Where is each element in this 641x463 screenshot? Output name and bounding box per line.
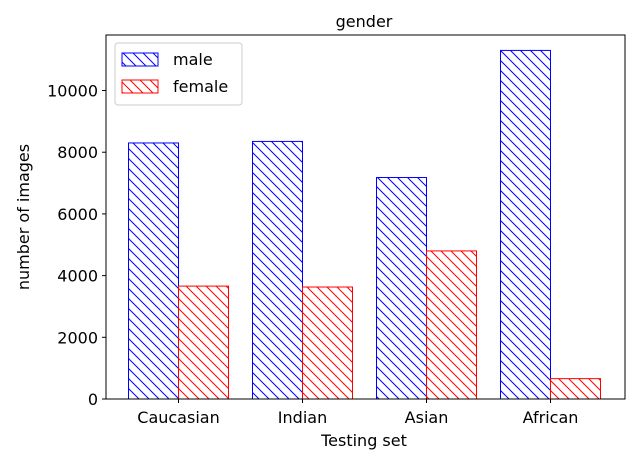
x-tick-label: African	[523, 408, 579, 427]
x-tick-label: Indian	[278, 408, 327, 427]
y-tick-label: 2000	[57, 328, 98, 347]
x-axis-ticks: Caucasian Indian Asian African	[137, 399, 578, 427]
x-tick-label: Asian	[405, 408, 449, 427]
x-tick-label: Caucasian	[137, 408, 219, 427]
bar-female-caucasian	[178, 285, 229, 400]
y-tick-label: 6000	[57, 205, 98, 224]
bar-male-indian	[252, 140, 303, 400]
legend-swatch-female	[121, 79, 159, 94]
legend: male female	[114, 42, 243, 106]
legend-label-female: female	[173, 77, 228, 96]
x-axis-label: Testing set	[320, 431, 407, 450]
y-tick-label: 10000	[47, 82, 98, 101]
legend-label-male: male	[173, 50, 213, 69]
bar-male-african	[500, 49, 551, 400]
y-axis-label: number of images	[14, 144, 33, 290]
bar-male-asian	[376, 177, 427, 400]
y-tick-label: 8000	[57, 143, 98, 162]
bar-female-african	[550, 378, 601, 400]
y-tick-label: 4000	[57, 267, 98, 286]
plot-area-frame	[105, 34, 626, 400]
y-axis-ticks: 0 2000 4000 6000 8000 10000	[47, 82, 106, 409]
y-tick-label: 0	[88, 390, 98, 409]
bar-female-indian	[302, 286, 353, 400]
bar-female-asian	[426, 250, 477, 400]
bar-male-caucasian	[128, 142, 179, 400]
legend-swatch-male	[121, 52, 159, 67]
chart-title: gender	[336, 12, 393, 31]
bars-group	[128, 49, 601, 400]
